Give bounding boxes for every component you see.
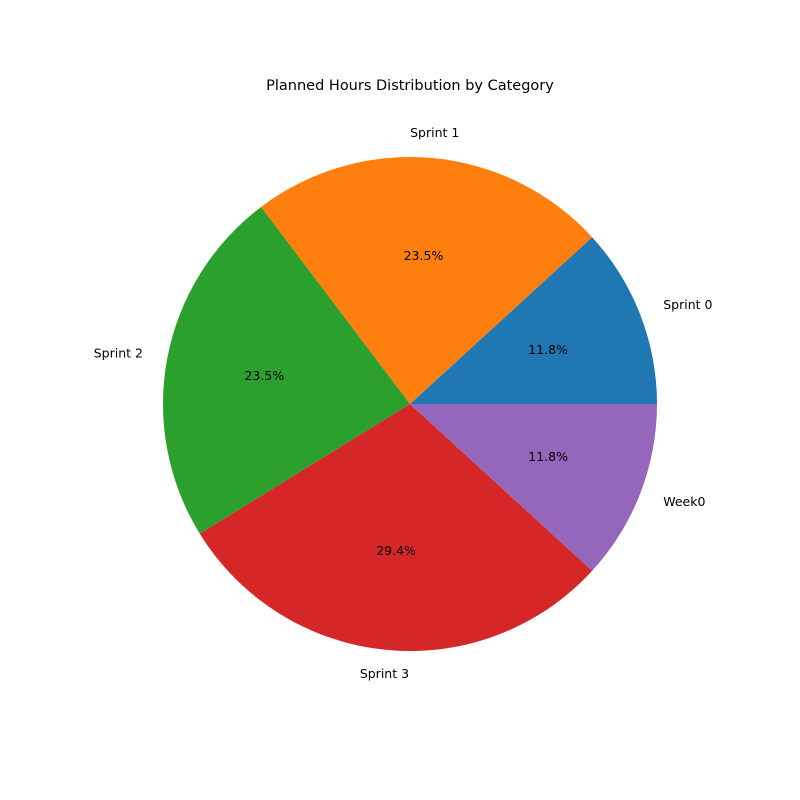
pie-slice-sprint-3 [199,404,593,651]
pie-labels: Sprint 0 11.8% Sprint 1 23.5% Sprint 2 23.5% S… [94,125,713,681]
slice-label-sprint-0: Sprint 0 [663,297,712,312]
pie-slice-sprint-2 [162,206,410,534]
slice-percent-sprint-1: 23.5% [404,248,444,263]
pie-slice-sprint-0 [410,237,657,404]
slice-label-sprint-2: Sprint 2 [94,345,143,360]
pie-slice-week0 [410,404,657,571]
slice-percent-sprint-0: 11.8% [528,342,568,357]
slice-percent-sprint-3: 29.4% [376,543,416,558]
chart-title: Planned Hours Distribution by Category [266,78,554,94]
pie-slices [162,157,657,651]
slice-label-sprint-3: Sprint 3 [360,666,409,681]
slice-label-sprint-1: Sprint 1 [410,125,459,140]
pie-slice-sprint-1 [261,157,593,404]
slice-percent-sprint-2: 23.5% [244,368,284,383]
slice-percent-week0: 11.8% [528,449,568,464]
slice-label-week0: Week0 [663,494,705,509]
